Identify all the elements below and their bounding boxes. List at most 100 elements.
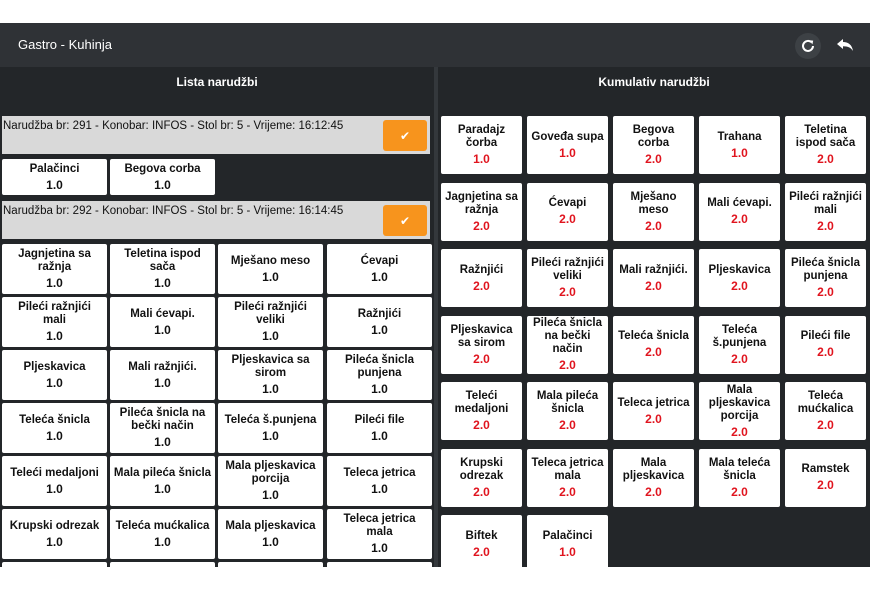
order-item-tile[interactable]: Teleći medaljoni 1.0 [2, 456, 107, 506]
item-quantity: 2.0 [731, 212, 748, 226]
order-item-tile[interactable]: Jagnjetina sa ražnja 1.0 [2, 244, 107, 294]
order-item-tile[interactable]: Biftek [218, 562, 323, 567]
order-item-tile[interactable]: Mala teleća šnicla [2, 562, 107, 567]
item-name: Pileći ražnjići mali [789, 190, 862, 216]
order-header: Narudžba br: 292 - Konobar: INFOS - Stol… [2, 201, 430, 239]
order-item-tile[interactable]: Teletina ispod sača 2.0 [785, 116, 866, 174]
order-item-tile[interactable]: Palačinci 1.0 [527, 515, 608, 567]
order-item-tile[interactable]: Teletina ispod sača 1.0 [110, 244, 215, 294]
order-item-tile[interactable]: Ćevapi 1.0 [327, 244, 432, 294]
order-item-tile[interactable]: Pileća šnicla na bečki način 1.0 [110, 403, 215, 453]
order-item-tile[interactable]: Pileći file 2.0 [785, 315, 866, 374]
order-item-tile[interactable]: Mali ćevapi. 1.0 [110, 297, 215, 347]
item-quantity: 2.0 [559, 285, 576, 299]
order-item-tile[interactable]: Pileći file 1.0 [327, 403, 432, 453]
order-item-tile[interactable]: Mala pljeskavica porcija 1.0 [218, 456, 323, 506]
order-item-tile[interactable]: Teleca jetrica mala 2.0 [527, 448, 608, 507]
order-item-tile[interactable]: Pileća šnicla punjena 2.0 [785, 249, 866, 307]
item-name: Pileći ražnjići veliki [234, 301, 307, 326]
item-name: Teleća šnicla [19, 413, 90, 426]
order-item-tile[interactable]: Mješano meso 1.0 [218, 244, 323, 294]
order-item-tile[interactable]: Pljeskavica sa sirom 1.0 [218, 350, 323, 400]
order-item-tile[interactable]: Pileća šnicla punjena 1.0 [327, 350, 432, 400]
order-item-tile[interactable]: Palačinci 1.0 [2, 159, 107, 195]
order-item-tile[interactable]: Begova corba 1.0 [110, 159, 215, 195]
order-item-tile[interactable]: Pileća šnicla na bečki način 2.0 [527, 315, 608, 374]
item-quantity: 1.0 [371, 382, 388, 396]
order-item-tile[interactable]: Teleći medaljoni 2.0 [441, 382, 522, 440]
item-quantity: 1.0 [731, 145, 748, 160]
order-item-tile[interactable]: Ćevapi 2.0 [527, 182, 608, 241]
item-name: Mala pileća šnicla [536, 390, 599, 415]
order-done-button[interactable]: ✔ [383, 120, 427, 151]
order-item-tile[interactable]: Mali ražnjići. 2.0 [613, 249, 694, 307]
order-item-tile[interactable]: Mješano meso 2.0 [613, 182, 694, 241]
order-item-tile[interactable]: Krupski odrezak 2.0 [441, 448, 522, 507]
order-item-tile[interactable]: Krupski odrezak 1.0 [2, 509, 107, 559]
order-item-tile[interactable]: Paradajz čorba 1.0 [441, 116, 522, 174]
item-name: Krupski odrezak [9, 519, 100, 532]
order-item-tile[interactable]: Pileći ražnjići veliki 2.0 [527, 249, 608, 307]
order-item-tile[interactable]: Teleća šnicla 2.0 [613, 315, 694, 374]
order-item-tile[interactable]: Jagnjetina sa ražnja 2.0 [441, 182, 522, 241]
item-quantity: 1.0 [46, 375, 63, 390]
order-item-tile[interactable]: Mala teleća šnicla 2.0 [699, 448, 780, 507]
item-quantity: 2.0 [817, 152, 834, 166]
item-name: Teleca jetrica mala [531, 456, 604, 482]
order-item-tile[interactable]: Mali ćevapi. 2.0 [699, 182, 780, 241]
item-name: Pileća šnicla na bečki način [532, 317, 603, 355]
item-quantity: 1.0 [371, 541, 388, 555]
order-item-tile[interactable]: Ražnjići 2.0 [441, 249, 522, 307]
order-item-tile[interactable]: Teleca jetrica mala 1.0 [327, 509, 432, 559]
order-item-tile[interactable]: Mala pileća šnicla 1.0 [110, 456, 215, 506]
order-item-tile[interactable]: Biftek 2.0 [441, 515, 522, 567]
title-bar: Gastro - Kuhinja [0, 23, 870, 67]
order-item-tile[interactable]: Biftek [327, 562, 432, 567]
order-item-tile[interactable]: Teleca jetrica 1.0 [327, 456, 432, 506]
item-quantity: 2.0 [645, 484, 662, 499]
item-name: Begova corba [124, 162, 201, 175]
item-name: Krupski odrezak [459, 456, 504, 482]
cumulative-panel-title: Kumulativ narudžbi [598, 75, 710, 89]
item-quantity: 1.0 [371, 428, 388, 443]
order-item-tile[interactable]: Teleca jetrica 2.0 [613, 382, 694, 440]
order-item-tile[interactable]: Pileći ražnjići mali 2.0 [785, 182, 866, 241]
order-item-tile[interactable]: Mali ražnjići. 1.0 [110, 350, 215, 400]
order-item-tile[interactable]: Pljeskavica sa sirom 2.0 [441, 315, 522, 374]
order-item-tile[interactable]: Teleća šnicla 1.0 [2, 403, 107, 453]
order-item-tile[interactable]: Pileći ražnjići mali 1.0 [2, 297, 107, 347]
order-item-tile[interactable]: Teleća mućkalica 2.0 [785, 382, 866, 440]
item-name: Teleći medaljoni [10, 466, 99, 479]
order-item-tile[interactable]: Pileći ražnjići veliki 1.0 [218, 297, 323, 347]
item-quantity: 1.0 [154, 276, 171, 290]
item-name: Pileći ražnjići mali [18, 301, 91, 326]
item-name: Mješano meso [230, 254, 311, 267]
refresh-button[interactable] [795, 33, 821, 59]
item-quantity: 1.0 [46, 177, 63, 192]
order-item-tile[interactable]: Mala pljeskavica 2.0 [613, 448, 694, 507]
order-item-tile[interactable]: Mala pileća šnicla 2.0 [527, 382, 608, 440]
item-quantity: 2.0 [817, 285, 834, 299]
order-item-tile[interactable]: Teleća š.punjena 2.0 [699, 315, 780, 374]
item-name: Teleća š.punjena [712, 323, 767, 349]
item-quantity: 1.0 [262, 534, 279, 549]
order-item-tile[interactable]: Pljeskavica 1.0 [2, 350, 107, 400]
item-name: Ražnjići [357, 307, 402, 320]
item-name: Mješano meso [630, 190, 677, 216]
order-done-button[interactable]: ✔ [383, 205, 427, 236]
back-button[interactable] [832, 33, 858, 59]
order-item-tile[interactable]: Goveđa supa 1.0 [527, 116, 608, 174]
order-item-tile[interactable]: Begova corba 2.0 [613, 116, 694, 174]
order-item-tile[interactable]: Mala pljeskavica porcija 2.0 [699, 382, 780, 440]
order-item-tile[interactable]: Ramstek [110, 562, 215, 567]
item-quantity: 2.0 [559, 418, 576, 432]
order-item-tile[interactable]: Trahana 1.0 [699, 116, 780, 174]
order-item-tile[interactable]: Ražnjići 1.0 [327, 297, 432, 347]
item-quantity: 2.0 [645, 152, 662, 166]
order-item-tile[interactable]: Teleća š.punjena 1.0 [218, 403, 323, 453]
order-item-tile[interactable]: Mala pljeskavica 1.0 [218, 509, 323, 559]
order-item-tile[interactable]: Teleća mućkalica 1.0 [110, 509, 215, 559]
item-name: Pljeskavica sa sirom [231, 354, 310, 379]
order-item-tile[interactable]: Pljeskavica 2.0 [699, 249, 780, 307]
order-item-tile[interactable]: Ramstek 2.0 [785, 448, 866, 507]
